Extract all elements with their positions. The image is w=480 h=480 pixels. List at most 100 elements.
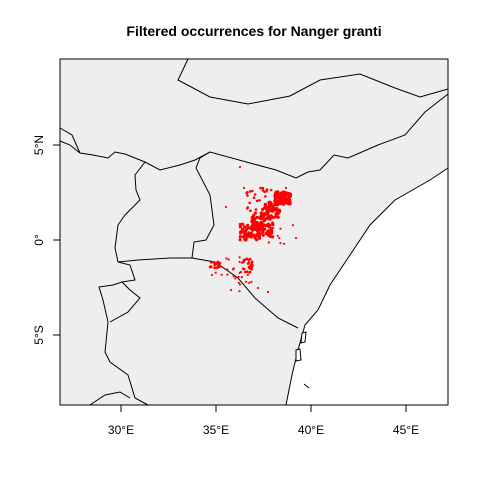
y-tick-label: 0° [32, 234, 46, 246]
occurrence-point [271, 221, 275, 225]
occurrence-point [261, 233, 265, 237]
occurrence-point [267, 231, 271, 235]
occurrence-point [231, 268, 235, 271]
occurrence-point [266, 233, 270, 237]
occurrence-point [244, 227, 248, 231]
occurrence-point [238, 260, 241, 264]
occurrence-point [263, 190, 266, 194]
occurrence-point [267, 205, 271, 209]
x-tick-label: 35°E [203, 423, 229, 437]
occurrence-point [270, 230, 273, 233]
occurrence-point [238, 290, 241, 293]
occurrence-point [259, 228, 263, 232]
occurrence-point [245, 280, 248, 283]
occurrence-point [279, 191, 284, 196]
occurrence-point [263, 202, 267, 206]
occurrence-point [238, 225, 242, 229]
y-tick-label: 5°S [32, 325, 46, 344]
occurrence-point [253, 193, 257, 196]
occurrence-point [261, 207, 264, 211]
occurrence-point [256, 286, 260, 290]
x-tick-label: 30°E [108, 423, 134, 437]
occurrence-point [270, 208, 274, 212]
occurrence-point [229, 288, 233, 292]
occurrence-point [247, 258, 251, 262]
occurrence-point [238, 222, 242, 226]
occurrence-point [210, 273, 214, 277]
occurrence-point [220, 273, 223, 276]
occurrence-point [245, 233, 249, 237]
occurrence-point [271, 226, 275, 230]
occurrence-point [271, 215, 275, 219]
occurrence-point [243, 225, 247, 229]
occurrence-point [283, 196, 288, 200]
occurrence-point [276, 234, 279, 237]
occurrence-point [234, 277, 237, 280]
occurrence-point [274, 191, 279, 195]
occurrence-point [294, 236, 298, 240]
occurrence-point [249, 227, 253, 231]
map-title: Filtered occurrences for Nanger granti [126, 23, 381, 39]
occurrence-point [255, 199, 259, 203]
occurrence-point [216, 260, 220, 264]
occurrence-point [250, 219, 254, 223]
occurrence-point [225, 257, 228, 260]
y-tick-label: 5°N [32, 135, 46, 155]
occurrence-point [268, 225, 272, 229]
occurrence-point [271, 235, 275, 239]
occurrence-point [269, 188, 273, 192]
occurrence-point [249, 235, 253, 239]
occurrence-point [208, 265, 212, 269]
occurrence-point [246, 191, 249, 194]
occurrence-point [252, 196, 256, 199]
occurrence-point [239, 270, 243, 274]
occurrence-point [267, 241, 270, 244]
occurrence-point [244, 258, 247, 261]
occurrence-point [273, 203, 277, 207]
occurrence-point [245, 270, 249, 274]
occurrence-point [238, 165, 242, 169]
occurrence-point [276, 193, 280, 198]
occurrence-point [264, 231, 268, 236]
occurrence-point [246, 194, 249, 197]
occurrence-point [264, 217, 269, 221]
occurrence-point [250, 280, 253, 283]
occurrence-point [248, 201, 251, 205]
occurrence-point [279, 227, 282, 230]
x-tick-label: 45°E [393, 423, 419, 437]
occurrence-point [255, 238, 259, 242]
occurrence-point [214, 271, 217, 274]
occurrence-point [252, 214, 256, 218]
occurrence-point [254, 208, 258, 211]
occurrence-point [247, 261, 251, 264]
occurrence-point [278, 237, 281, 240]
occurrence-point [242, 260, 245, 264]
occurrence-point [283, 191, 287, 195]
occurrence-point [224, 205, 228, 209]
occurrence-point [238, 235, 242, 239]
occurrence-point [266, 209, 270, 213]
occurrence-point [226, 268, 229, 271]
occurrence-point [242, 186, 246, 190]
x-axis [120, 405, 407, 412]
occurrence-point [244, 237, 248, 241]
occurrence-point [246, 206, 249, 209]
y-axis [53, 144, 60, 336]
occurrence-point [238, 283, 242, 286]
occurrence-point [265, 188, 269, 191]
occurrence-point [284, 186, 288, 190]
occurrence-point [232, 275, 235, 278]
occurrence-point [258, 216, 262, 220]
occurrence-point [213, 266, 217, 270]
occurrence-point [258, 199, 261, 202]
x-tick-label: 40°E [298, 423, 324, 437]
occurrence-points [208, 165, 298, 294]
occurrence-point [273, 197, 278, 201]
occurrence-point [262, 219, 266, 223]
occurrence-point [250, 267, 253, 271]
occurrence-point [243, 230, 247, 234]
occurrence-point [239, 231, 243, 235]
occurrence-point [246, 273, 249, 276]
occurrence-point [287, 195, 292, 199]
occurrence-point [253, 225, 257, 229]
